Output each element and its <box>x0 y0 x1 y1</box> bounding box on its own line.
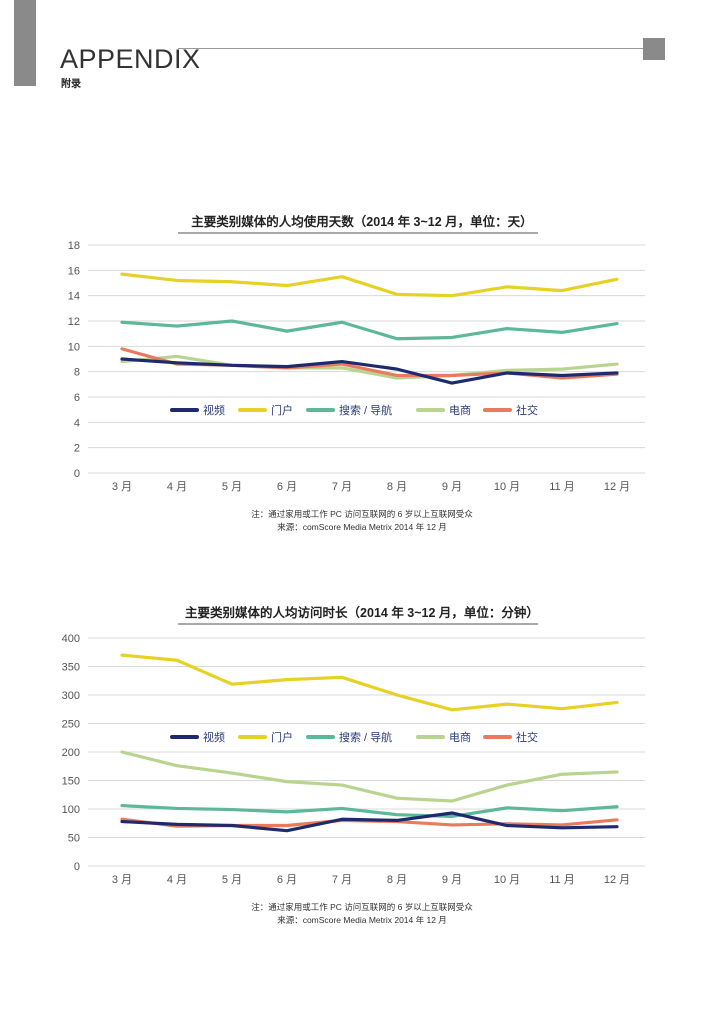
x-tick-label: 7 月 <box>332 481 352 493</box>
y-tick-label: 14 <box>68 291 80 303</box>
sidebar-bar <box>14 0 36 86</box>
x-tick-label: 9 月 <box>442 874 462 886</box>
x-tick-label: 8 月 <box>387 481 407 493</box>
y-tick-label: 300 <box>62 690 80 702</box>
chart-usage-days: 主要类别媒体的人均使用天数（2014 年 3~12 月，单位：天） 0 2 4 6 8 10… <box>68 214 645 493</box>
header-square <box>643 38 665 60</box>
series-line-2 <box>120 319 619 341</box>
x-tick-label: 11 月 <box>549 481 574 493</box>
series-line-3 <box>120 354 619 380</box>
y-tick-label: 12 <box>68 316 80 328</box>
x-tick-label: 8 月 <box>387 874 407 886</box>
y-tick-label: 250 <box>62 719 80 731</box>
y-tick-label: 350 <box>62 662 80 674</box>
x-tick-label: 6 月 <box>277 481 297 493</box>
y-tick-label: 6 <box>74 392 80 404</box>
y-tick-label: 0 <box>74 861 80 873</box>
note-line: 注：通过家用或工作 PC 访问互联网的 6 岁以上互联网受众 <box>251 902 473 912</box>
legend-label: 门户 <box>271 403 293 417</box>
y-tick-label: 200 <box>62 747 80 759</box>
x-tick-label: 10 月 <box>494 874 520 886</box>
header-divider <box>178 48 660 49</box>
x-tick-label: 12 月 <box>604 481 630 493</box>
y-tick-label: 10 <box>68 341 80 353</box>
y-tick-label: 400 <box>62 633 80 645</box>
x-tick-label: 5 月 <box>222 481 242 493</box>
legend-label: 视频 <box>203 403 225 417</box>
x-tick-label: 11 月 <box>549 874 574 886</box>
y-tick-label: 0 <box>74 468 80 480</box>
series-line-2 <box>120 803 619 819</box>
legend-label: 门户 <box>271 730 293 744</box>
chart-visit-duration-notes: 注：通过家用或工作 PC 访问互联网的 6 岁以上互联网受众 来源：comSco… <box>0 901 724 927</box>
source-line: 来源：comScore Media Metrix 2014 年 12 月 <box>277 915 447 925</box>
legend-label: 社交 <box>516 403 538 417</box>
x-tick-label: 4 月 <box>167 481 187 493</box>
page-subtitle: 附录 <box>61 79 81 90</box>
series-line-0 <box>120 357 619 385</box>
chart-visit-duration: 主要类别媒体的人均访问时长（2014 年 3~12 月，单位：分钟） 0 50 100… <box>62 605 645 886</box>
series-line-1 <box>120 653 619 712</box>
chart-title: 主要类别媒体的人均使用天数（2014 年 3~12 月，单位：天） <box>191 214 532 229</box>
series-line-1 <box>120 272 619 298</box>
source-line: 来源：comScore Media Metrix 2014 年 12 月 <box>277 522 447 532</box>
y-tick-label: 4 <box>74 417 80 429</box>
legend-label: 搜索 / 导航 <box>339 730 392 744</box>
x-tick-label: 12 月 <box>604 874 630 886</box>
x-tick-label: 4 月 <box>167 874 187 886</box>
y-tick-label: 150 <box>62 776 80 788</box>
legend-label: 搜索 / 导航 <box>339 403 392 417</box>
x-tick-label: 9 月 <box>442 481 462 493</box>
y-tick-label: 8 <box>74 367 80 379</box>
x-tick-label: 7 月 <box>332 874 352 886</box>
page-title: APPENDIX <box>60 44 201 74</box>
note-line: 注：通过家用或工作 PC 访问互联网的 6 岁以上互联网受众 <box>251 509 473 519</box>
y-tick-label: 16 <box>68 265 80 277</box>
series-line-0 <box>120 811 619 833</box>
chart-usage-days-notes: 注：通过家用或工作 PC 访问互联网的 6 岁以上互联网受众 来源：comSco… <box>0 508 724 534</box>
legend-label: 电商 <box>449 403 471 417</box>
y-tick-label: 100 <box>62 804 80 816</box>
legend-label: 社交 <box>516 730 538 744</box>
chart-title: 主要类别媒体的人均访问时长（2014 年 3~12 月，单位：分钟） <box>185 605 539 620</box>
y-tick-label: 50 <box>68 833 80 845</box>
series-line-3 <box>120 750 619 803</box>
x-tick-label: 3 月 <box>112 874 132 886</box>
x-tick-label: 6 月 <box>277 874 297 886</box>
x-tick-label: 10 月 <box>494 481 520 493</box>
legend-label: 电商 <box>449 730 471 744</box>
x-tick-label: 3 月 <box>112 481 132 493</box>
y-tick-label: 18 <box>68 240 80 252</box>
legend-label: 视频 <box>203 730 225 744</box>
x-tick-label: 5 月 <box>222 874 242 886</box>
y-tick-label: 2 <box>74 443 80 455</box>
